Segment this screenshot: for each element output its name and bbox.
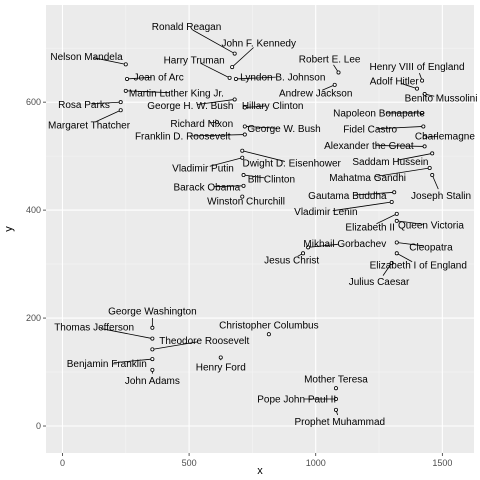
data-point [390, 200, 393, 203]
point-label: John F. Kennedy [221, 38, 296, 49]
data-point [151, 326, 154, 329]
point-label: Martin Luther King Jr. [129, 88, 224, 99]
data-point [422, 125, 425, 128]
point-label: Winston Churchill [207, 196, 285, 207]
point-label: Ronald Reagan [152, 22, 222, 33]
data-point [125, 77, 128, 80]
point-label: Fidel Castro [343, 125, 397, 136]
point-label: Theodore Roosevelt [159, 336, 249, 347]
point-label: Henry VIII of England [369, 62, 464, 73]
data-point [395, 241, 398, 244]
point-label: Saddam Hussein [352, 157, 428, 168]
x-tick-label: 0 [60, 458, 65, 468]
point-label: Franklin D. Roosevelt [135, 132, 231, 143]
data-point [243, 125, 246, 128]
point-label: Nelson Mandela [50, 52, 123, 63]
y-tick-label: 0 [36, 421, 41, 431]
y-axis-title: y [3, 226, 15, 232]
point-label: Elizabeth II [345, 222, 394, 233]
point-label: Andrew Jackson [279, 88, 352, 99]
point-label: Pope John Paul II [257, 395, 336, 406]
data-point [228, 76, 231, 79]
data-point [231, 65, 234, 68]
x-axis-title: x [257, 465, 263, 477]
data-point [334, 387, 337, 390]
data-point [151, 348, 154, 351]
data-point [420, 79, 423, 82]
data-point [151, 337, 154, 340]
point-label: Benito Mussolini [405, 93, 478, 104]
data-point [124, 89, 127, 92]
data-point [119, 101, 122, 104]
data-point [241, 149, 244, 152]
point-label: Christopher Columbus [219, 321, 319, 332]
data-point [242, 173, 245, 176]
y-tick-label: 600 [26, 97, 41, 107]
point-label: John Adams [125, 376, 180, 387]
data-point [234, 77, 237, 80]
data-point [428, 166, 431, 169]
point-label: George H. W. Bush [147, 101, 233, 112]
data-point [423, 145, 426, 148]
data-point [395, 212, 398, 215]
point-label: Joan of Arc [134, 72, 184, 83]
data-point [233, 98, 236, 101]
point-label: Bill Clinton [248, 174, 295, 185]
point-label: Mikhail Gorbachev [303, 239, 386, 250]
point-label: Alexander the Great [324, 141, 414, 152]
point-label: Rosa Parks [58, 100, 110, 111]
data-point [393, 191, 396, 194]
point-label: Harry Truman [164, 56, 225, 67]
point-label: Cleopatra [409, 242, 453, 253]
point-label: Robert E. Lee [299, 54, 361, 65]
point-label: Richard Nixon [170, 119, 233, 130]
point-label: Hillary Clinton [242, 101, 304, 112]
data-point [242, 184, 245, 187]
point-label: George Washington [108, 307, 197, 318]
point-label: Margaret Thatcher [48, 120, 131, 131]
y-tick-label: 400 [26, 205, 41, 215]
point-label: Adolf Hitler [370, 77, 420, 88]
x-tick-label: 500 [182, 458, 197, 468]
point-label: Vladimir Lenin [294, 207, 357, 218]
point-label: George W. Bush [247, 124, 320, 135]
data-point [233, 52, 236, 55]
point-label: Joseph Stalin [411, 191, 471, 202]
point-label: Julius Caesar [349, 277, 410, 288]
data-point [151, 357, 154, 360]
x-tick-label: 1000 [306, 458, 326, 468]
point-label: Dwight D. Eisenhower [242, 159, 341, 170]
point-label: Henry Ford [196, 363, 246, 374]
data-point [333, 83, 336, 86]
point-label: Barack Obama [173, 182, 240, 193]
point-label: Gautama Buddha [308, 191, 387, 202]
data-point [337, 71, 340, 74]
data-point [395, 252, 398, 255]
point-label: Charlemagne [415, 132, 475, 143]
data-point [431, 152, 434, 155]
data-point [219, 356, 222, 359]
point-label: Lyndon B. Johnson [240, 72, 325, 83]
point-label: Benjamin Franklin [67, 359, 147, 370]
y-tick-label: 200 [26, 313, 41, 323]
data-point [151, 368, 154, 371]
data-point [334, 408, 337, 411]
data-point [243, 133, 246, 136]
x-tick-label: 1500 [432, 458, 452, 468]
data-point [124, 63, 127, 66]
point-label: Thomas Jefferson [54, 323, 134, 334]
data-point [431, 173, 434, 176]
point-label: Elizabeth I of England [370, 261, 467, 272]
point-label: Vladimir Putin [172, 164, 234, 175]
point-label: Queen Victoria [398, 221, 464, 232]
data-point [267, 333, 270, 336]
point-label: Prophet Muhammad [294, 417, 385, 428]
point-label: Mahatma Gandhi [329, 173, 406, 184]
point-label: Mother Teresa [304, 375, 368, 386]
point-label: Napoleon Bonaparte [333, 108, 425, 119]
data-point [119, 109, 122, 112]
point-label: Jesus Christ [264, 255, 319, 266]
